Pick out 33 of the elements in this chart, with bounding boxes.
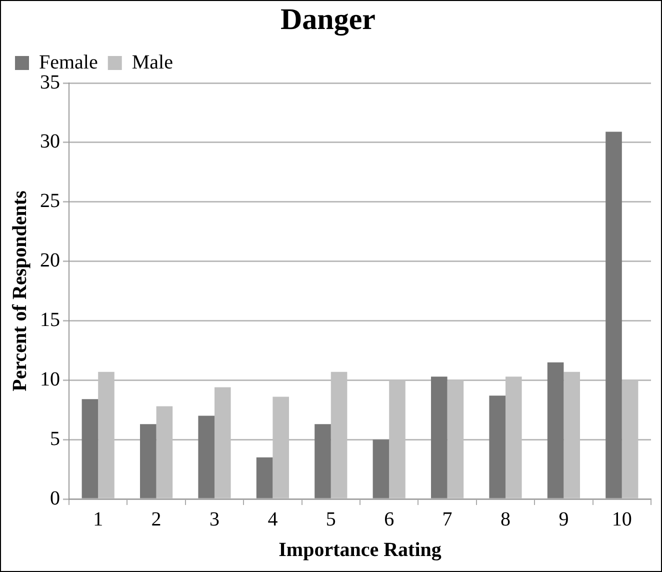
y-tick-label: 20	[40, 250, 60, 272]
bar	[489, 396, 506, 498]
bar	[256, 457, 273, 498]
legend-label: Female	[39, 51, 98, 74]
x-tick-label: 5	[326, 508, 336, 530]
x-tick-label: 6	[384, 508, 394, 530]
x-tick-label: 9	[558, 508, 569, 530]
bar	[431, 376, 448, 498]
y-tick-label: 10	[40, 368, 60, 390]
y-tick-label: 30	[40, 130, 60, 153]
x-tick-label: 4	[268, 508, 278, 530]
y-tick-label: 25	[40, 190, 60, 212]
chart-title: Danger	[280, 2, 376, 36]
y-tick-label: 0	[50, 487, 60, 510]
x-axis-title: Importance Rating	[278, 539, 442, 562]
y-tick-label: 5	[50, 428, 60, 450]
bar	[140, 424, 156, 498]
legend-label: Male	[132, 51, 174, 74]
y-axis-title: Percent of Respondents	[9, 190, 32, 392]
bar	[198, 416, 214, 498]
x-tick-label: 2	[151, 508, 162, 530]
bar	[372, 440, 390, 498]
bar	[547, 362, 564, 498]
x-tick-label: 3	[210, 508, 220, 530]
bar	[314, 424, 331, 498]
x-tick-label: 8	[500, 508, 510, 530]
x-tick-label: 1	[93, 508, 104, 530]
bar	[606, 132, 622, 498]
y-tick-label: 35	[40, 71, 60, 94]
bar	[82, 399, 98, 498]
x-tick-label: 7	[442, 508, 452, 530]
y-tick-label: 15	[40, 308, 60, 331]
x-tick-label: 10	[612, 508, 632, 530]
